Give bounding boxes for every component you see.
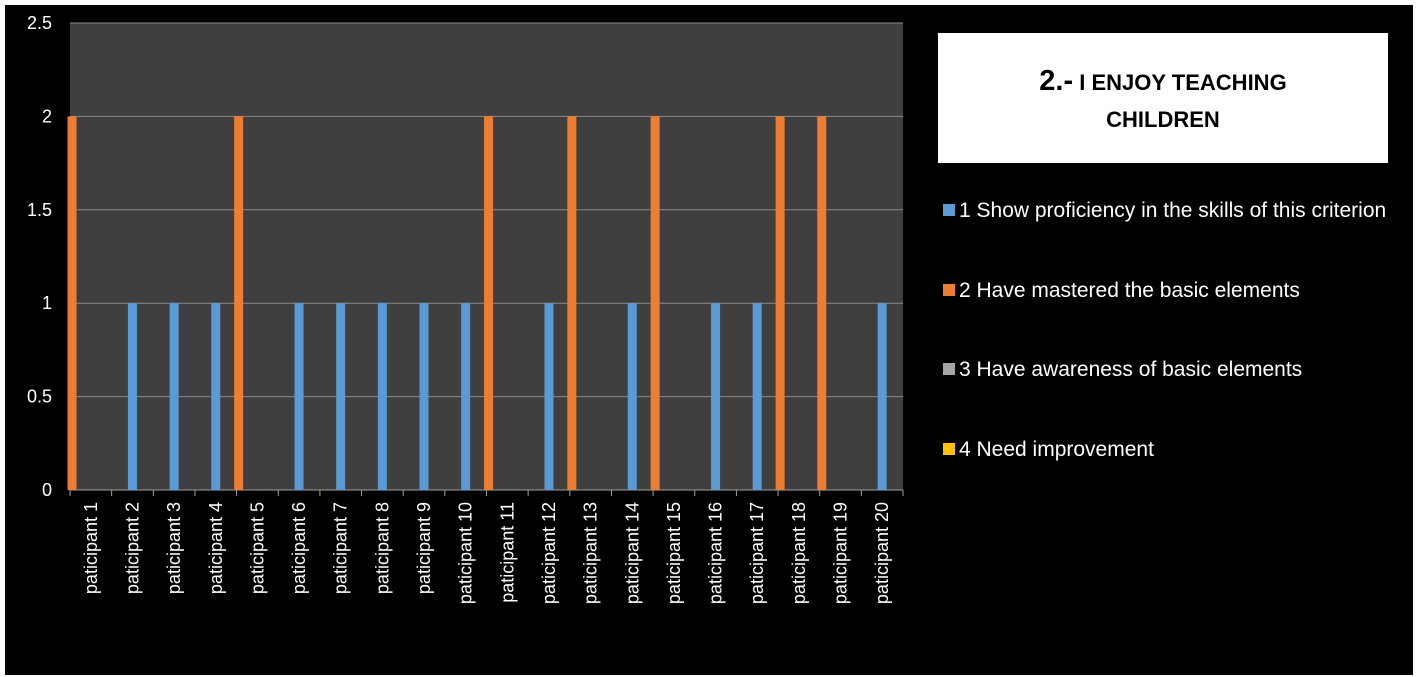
bar [336,303,346,490]
legend-label-4: 4 Need improvement [959,438,1154,461]
bar [775,116,785,491]
legend-swatch-3 [943,363,955,375]
bar [169,303,179,490]
x-tick-label: paticipant 8 [372,502,392,594]
chart-title-box: 2.- I ENJOY TEACHING CHILDREN [938,33,1388,163]
x-tick-label: paticipant 18 [789,502,809,604]
chart-title-text: I ENJOY TEACHING CHILDREN [1079,69,1287,133]
x-tick-label: paticipant 16 [706,502,726,604]
bar [294,303,304,490]
x-tick-label: paticipant 4 [206,502,226,594]
y-tick-label: 2.5 [27,13,52,33]
legend-swatch-2 [943,284,955,296]
bar [817,116,827,491]
x-tick-label: paticipant 5 [247,502,267,594]
x-tick-label: paticipant 14 [622,502,642,604]
x-tick-label: paticipant 20 [872,502,892,604]
bar [711,303,721,490]
chart-title-number: 2.- [1039,64,1074,97]
x-tick-label: paticipant 11 [497,502,517,603]
chart-svg: 0 0.5 1 1.5 2 2.5 paticipant 1 paticipant 2 pati… [27,13,904,604]
y-tick-label: 2 [42,106,52,126]
x-tick-label: paticipant 17 [747,502,767,604]
legend-item-2: 2 Have mastered the basic elements [943,275,1403,308]
x-tick-label: paticipant 15 [664,502,684,604]
y-tick-label: 0.5 [27,387,52,407]
x-tick-label: paticipant 9 [414,502,434,594]
legend-label-3: 3 Have awareness of basic elements [959,358,1303,381]
bar [877,303,887,490]
bar [567,116,577,491]
x-tick-label: paticipant 12 [539,502,559,604]
bar [377,303,387,490]
legend-label-2: 2 Have mastered the basic elements [959,279,1300,302]
x-tick-label: paticipant 6 [289,502,309,594]
bar [211,303,221,490]
bar [419,303,429,490]
bar [461,303,471,490]
legend-swatch-4 [943,443,955,455]
x-tick-label: paticipant 13 [581,502,601,604]
bar [650,116,660,491]
bar [484,116,494,491]
x-tick-label: paticipant 3 [164,502,184,594]
legend-swatch-1 [943,204,955,216]
legend-item-4: 4 Need improvement [943,434,1403,467]
bar [127,303,137,490]
y-tick-label: 1 [42,293,52,313]
x-tick-label: paticipant 10 [456,502,476,604]
x-tick-label: paticipant 7 [331,502,351,594]
legend-label-1: 1 Show proficiency in the skills of this… [959,199,1387,222]
bar [627,303,637,490]
y-tick-label: 0 [42,480,52,500]
x-tick-label: paticipant 2 [122,502,142,594]
x-tick-label: paticipant 19 [831,502,851,604]
bar [544,303,554,490]
chart-frame: 0 0.5 1 1.5 2 2.5 paticipant 1 paticipant 2 pati… [5,5,1413,675]
x-tick-label: paticipant 1 [81,502,101,594]
bar [234,116,244,491]
chart-title: 2.- I ENJOY TEACHING CHILDREN [1033,60,1293,137]
legend-item-3: 3 Have awareness of basic elements [943,354,1403,387]
bar [752,303,762,490]
y-tick-label: 1.5 [27,200,52,220]
bar [67,116,77,491]
legend-item-1: 1 Show proficiency in the skills of this… [943,195,1403,228]
